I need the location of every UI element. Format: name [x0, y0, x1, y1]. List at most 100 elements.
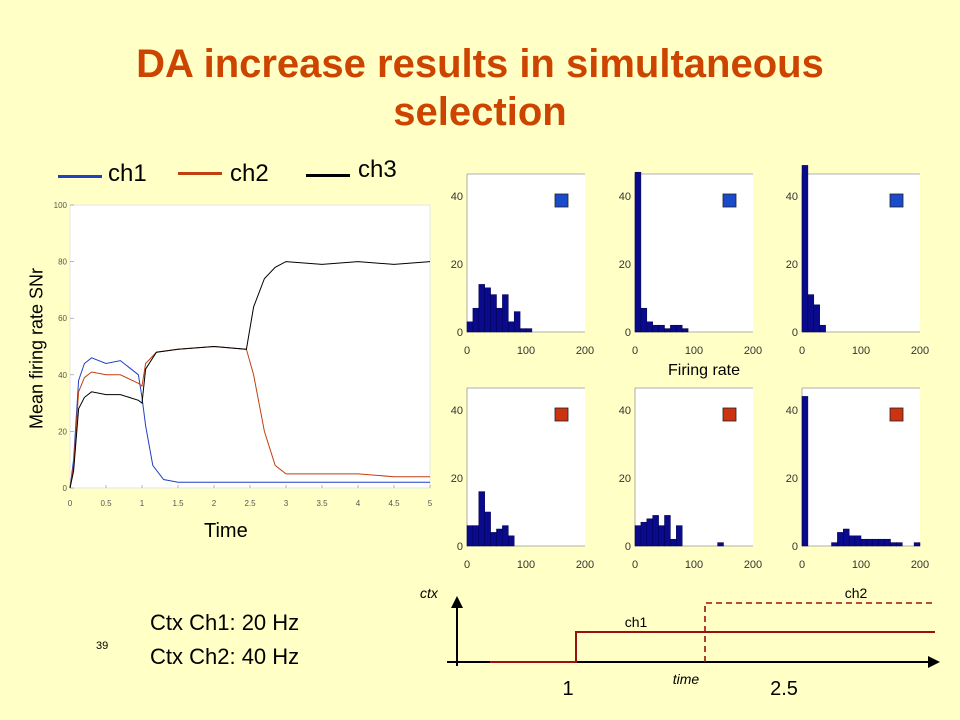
histogram-x-tick-label: 200: [911, 345, 929, 357]
histogram-y-tick-label: 20: [786, 259, 798, 271]
histogram-bar: [670, 324, 677, 333]
legend-swatch-ch2: [178, 172, 222, 175]
histogram-bar: [843, 528, 850, 547]
legend-label-ch1: ch1: [108, 160, 147, 187]
histogram-y-tick-label: 40: [451, 405, 463, 417]
histogram-y-tick-label: 20: [786, 473, 798, 485]
histogram-bar: [646, 518, 653, 547]
histogram-bar: [884, 538, 891, 547]
histogram-x-tick-label: 200: [744, 345, 762, 357]
histogram-bar: [652, 324, 659, 333]
x-tick-label: 1: [140, 499, 145, 508]
histogram-bar: [878, 538, 885, 547]
x-tick-label: 0.5: [100, 499, 112, 508]
ctx-tick-label: 1: [562, 678, 573, 700]
histogram-x-tick-label: 200: [576, 345, 594, 357]
histogram-bar: [472, 307, 480, 333]
histogram-bar: [681, 328, 689, 333]
histogram-bar: [890, 542, 897, 547]
histogram-bar: [801, 165, 809, 333]
channel-marker-ch2: [722, 407, 737, 422]
ctx-line-1: Ctx Ch1: 20 Hz: [150, 610, 300, 635]
x-tick-label: 0: [68, 499, 73, 508]
time-axis-label: time: [673, 671, 700, 687]
histogram-bar: [807, 294, 815, 333]
histogram-bar: [676, 324, 683, 333]
histogram-y-tick-label: 40: [451, 191, 463, 203]
histogram-y-tick-label: 40: [786, 191, 798, 203]
histogram-bar: [913, 542, 921, 547]
legend-swatch-ch1: [58, 175, 102, 178]
histogram-x-tick-label: 100: [852, 345, 870, 357]
histogram-x-tick-label: 200: [576, 559, 594, 571]
histogram-x-tick-label: 100: [852, 559, 870, 571]
ctx-axis-label: ctx: [420, 585, 439, 601]
x-tick-label: 4.5: [388, 499, 400, 508]
histogram-x-tick-label: 100: [517, 559, 535, 571]
ctx-step-ch1: [490, 631, 935, 663]
legend-label-ch3: ch3: [358, 156, 397, 183]
histogram-bar: [513, 311, 521, 333]
histogram-bar: [872, 538, 879, 547]
x-tick-label: 4: [356, 499, 361, 508]
histogram-x-tick-label: 100: [685, 345, 703, 357]
histogram-x-tick-label: 200: [911, 559, 929, 571]
legend-swatch-ch3: [306, 174, 350, 177]
histogram-bar: [484, 287, 491, 333]
histogram-bar: [854, 535, 862, 547]
x-tick-label: 3.5: [316, 499, 328, 508]
series-line-ch1: [69, 357, 430, 489]
histogram-y-tick-label: 40: [619, 405, 631, 417]
ctx-y-arrow: [451, 596, 463, 608]
title-line-1: DA increase results in simultaneous: [136, 42, 824, 86]
line-plot-area: [69, 204, 431, 489]
histogram-y-tick-label: 40: [786, 405, 798, 417]
histogram-y-tick-label: 0: [792, 541, 798, 553]
histogram-bar: [717, 542, 724, 547]
histogram-bar: [837, 532, 844, 547]
histogram-bar: [634, 171, 642, 333]
histogram-panel-2: 0 20 40 0 100 200: [619, 171, 762, 357]
histogram-bar: [496, 528, 503, 547]
histogram-bar: [860, 538, 868, 547]
x-tick-label: 3: [284, 499, 289, 508]
histogram-bar: [508, 535, 515, 547]
histogram-x-tick-label: 0: [632, 345, 638, 357]
histogram-bar: [652, 515, 659, 547]
y-tick-label: 0: [63, 484, 68, 493]
histogram-bar: [658, 324, 665, 333]
histogram-bar: [502, 525, 509, 547]
histogram-bar: [502, 294, 509, 333]
channel-marker-ch2: [889, 407, 904, 422]
histogram-panel-4: 0 20 40 0 100 200: [451, 387, 594, 571]
ctx-series-label-ch1: ch1: [625, 614, 648, 630]
histogram-bar: [640, 307, 648, 333]
histogram-bar: [640, 521, 648, 547]
histogram-x-tick-label: 0: [799, 345, 805, 357]
histogram-bar: [466, 525, 474, 547]
series-line-ch3: [69, 261, 431, 489]
histogram-x-tick-label: 0: [799, 559, 805, 571]
ctx-line-2: Ctx Ch2: 40 Hz: [150, 644, 300, 669]
histogram-bar: [490, 294, 497, 333]
histogram-bar: [831, 542, 838, 547]
histogram-bar: [658, 525, 665, 547]
histogram-bar: [676, 525, 683, 547]
histogram-y-tick-label: 20: [451, 473, 463, 485]
histogram-bar: [896, 542, 903, 547]
histogram-x-tick-label: 0: [464, 345, 470, 357]
y-tick-label: 40: [58, 371, 67, 380]
ctx-x-arrow: [928, 656, 940, 668]
slide-number: 39: [96, 640, 109, 652]
histogram-y-tick-label: 40: [619, 191, 631, 203]
histogram-x-tick-label: 0: [632, 559, 638, 571]
histogram-bar: [646, 321, 653, 333]
x-tick-label: 5: [428, 499, 433, 508]
ctx-tick-label: 2.5: [770, 678, 798, 700]
histogram-y-tick-label: 0: [457, 327, 463, 339]
histogram-x-label: Firing rate: [668, 362, 741, 379]
histogram-bar: [664, 515, 671, 547]
histogram-bar: [801, 396, 809, 547]
histogram-bar: [478, 491, 485, 547]
